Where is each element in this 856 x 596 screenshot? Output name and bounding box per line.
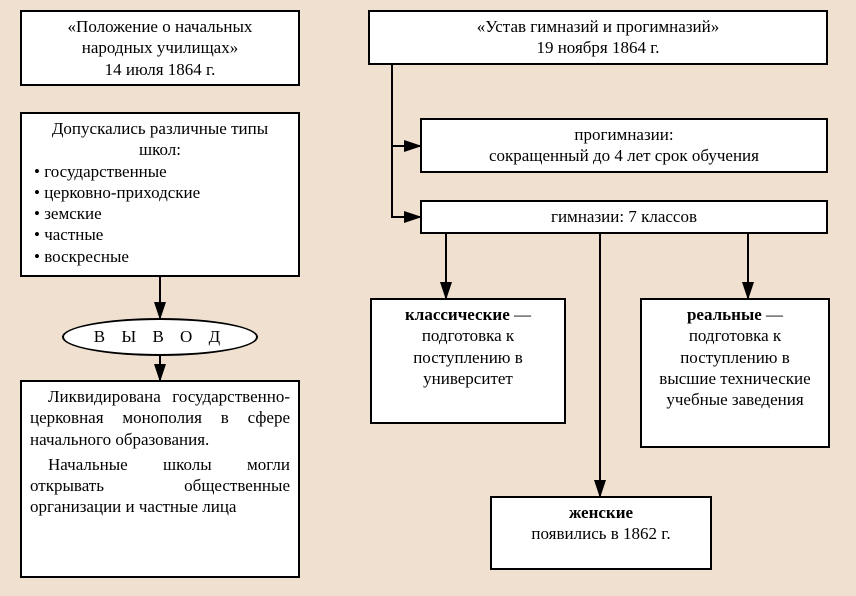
left-header-line3: 14 июля 1864 г. <box>30 59 290 80</box>
list-item: воскресные <box>34 246 290 267</box>
conclusion-p1: Ликвидирована государ­ственно-церковная … <box>30 386 290 450</box>
list-item: земские <box>34 203 290 224</box>
right-header-line1: «Устав гимназий и прогимназий» <box>378 16 818 37</box>
gym-text: гимназии: 7 классов <box>551 207 697 226</box>
left-schools-title: Допускались различные типы школ: <box>30 118 290 161</box>
left-header-line1: «Положение о начальных <box>30 16 290 37</box>
female-bold: женские <box>569 503 633 522</box>
list-item: государственные <box>34 161 290 182</box>
vyvod-label: В Ы В О Д <box>94 327 226 346</box>
conclusion-p2: Начальные школы мог­ли открывать обществ… <box>30 454 290 518</box>
gym-box: гимназии: 7 классов <box>420 200 828 234</box>
list-item: частные <box>34 224 290 245</box>
left-schools-list: государственные церковно-приходские земс… <box>30 161 290 267</box>
female-box: женские появились в 1862 г. <box>490 496 712 570</box>
left-schools-box: Допускались различные типы школ: государ… <box>20 112 300 277</box>
progym-box: прогимназии: сокращенный до 4 лет срок о… <box>420 118 828 173</box>
classical-bold: классические <box>405 305 510 324</box>
right-header-box: «Устав гимназий и прогимназий» 19 ноября… <box>368 10 828 65</box>
classical-box: классические — подготовка к поступлению … <box>370 298 566 424</box>
progym-line1: прогимназии: <box>430 124 818 145</box>
vyvod-oval: В Ы В О Д <box>62 318 258 356</box>
left-header-line2: народных училищах» <box>30 37 290 58</box>
left-header-box: «Положение о начальных народных училищах… <box>20 10 300 86</box>
real-box: реальные — подготовка к поступлению в вы… <box>640 298 830 448</box>
female-rest: появились в 1862 г. <box>500 523 702 544</box>
list-item: церковно-приходские <box>34 182 290 203</box>
real-bold: реальные <box>687 305 762 324</box>
conclusion-box: Ликвидирована государ­ственно-церковная … <box>20 380 300 578</box>
right-header-line2: 19 ноября 1864 г. <box>378 37 818 58</box>
progym-line2: сокращенный до 4 лет срок обучения <box>430 145 818 166</box>
